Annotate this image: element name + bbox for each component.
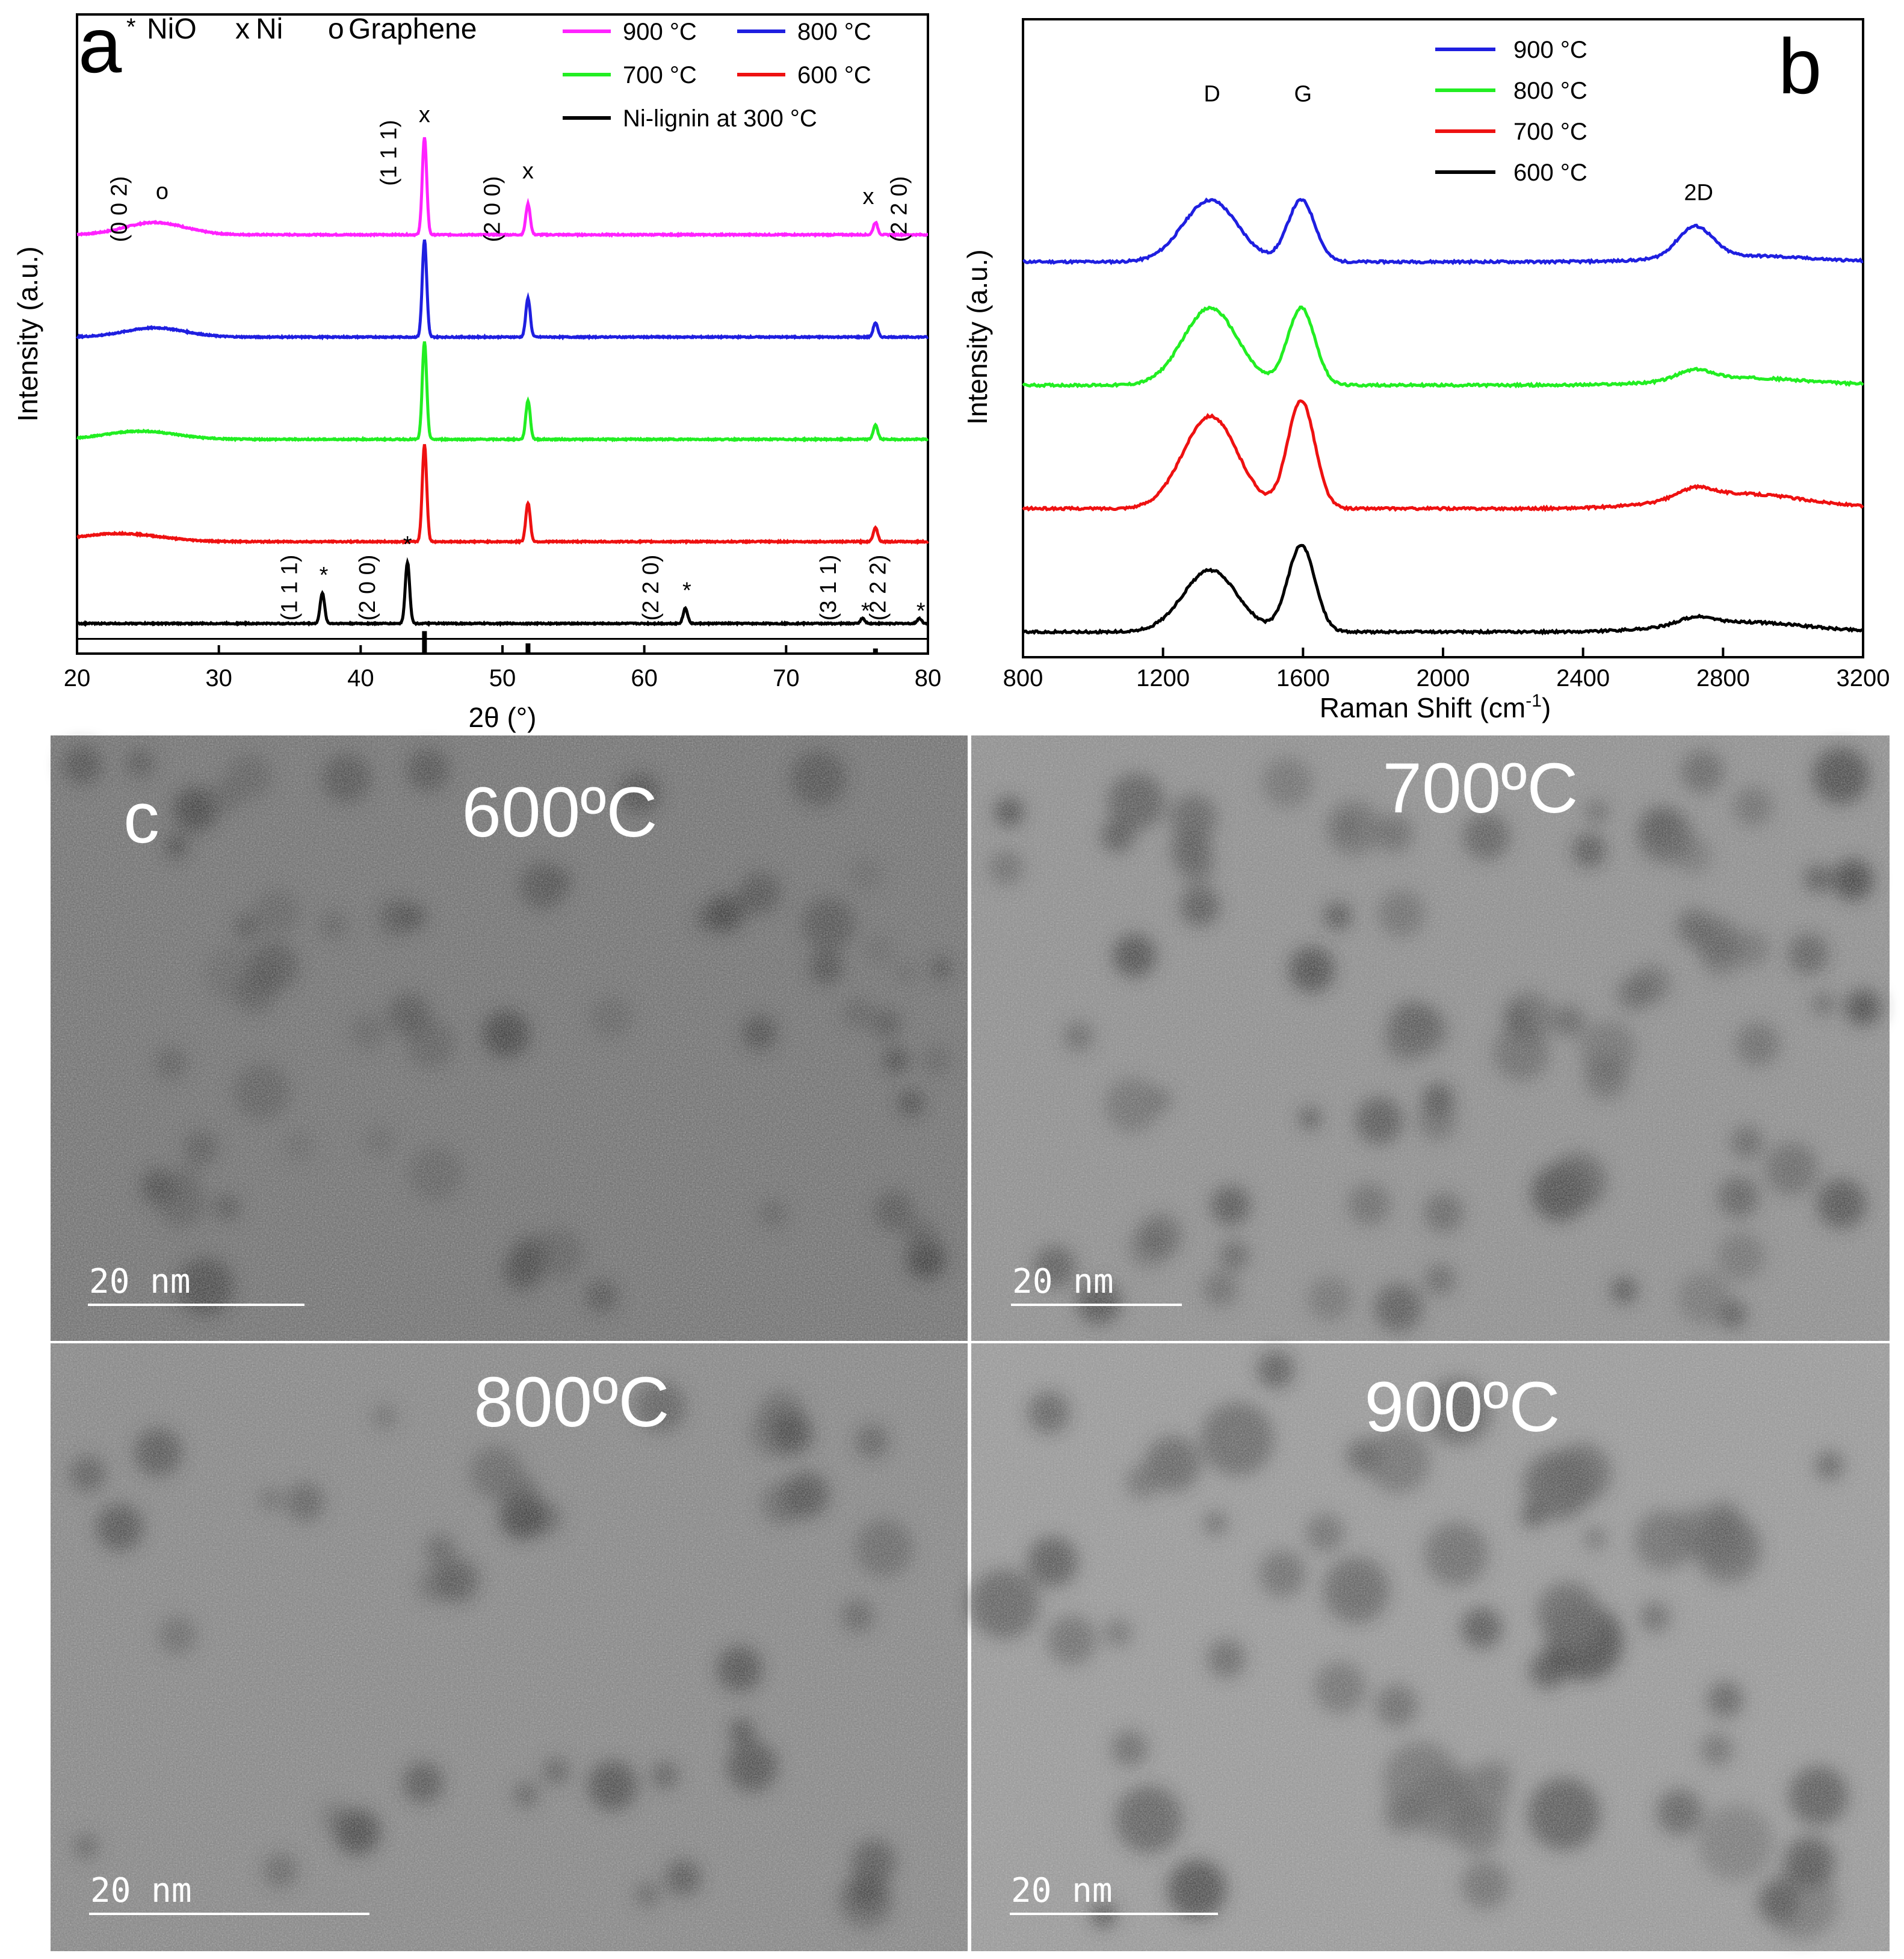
tem-scale-label: 20 nm <box>89 1262 191 1301</box>
marker-symbol: * <box>126 14 136 40</box>
tem-image-900: 900ºC 20 nm <box>969 1343 1890 1951</box>
raman-band-annotations: D G 2D <box>1204 82 1713 206</box>
xrd-series-2 <box>76 341 929 443</box>
tem-scale-label: 20 nm <box>90 1871 192 1910</box>
xrd-y-axis-title: Intensity (a.u.) <box>12 246 43 421</box>
xrd-x-tick-label: 20 <box>64 665 91 692</box>
raman-band-label: G <box>1294 82 1312 107</box>
xrd-peak-label: * <box>682 578 691 604</box>
legend-label: Ni-lignin at 300 °C <box>623 105 817 132</box>
marker-symbol: o <box>328 13 344 45</box>
xrd-peak-annotations: (0 0 2) o (1 1 1) x (2 0 0) x x (2 2 0) (1 1 1) *… <box>107 102 925 624</box>
xrd-x-tick-label: 70 <box>773 665 800 692</box>
raman-plot-frame <box>1022 18 1864 658</box>
xrd-peak-label: (1 1 1) <box>277 555 302 621</box>
raman-series-1 <box>1022 305 1864 389</box>
tem-image-800: 800ºC 20 nm <box>51 1343 968 1951</box>
xrd-peak-label: (2 0 0) <box>480 176 505 243</box>
legend-label: 800 °C <box>797 19 871 45</box>
xrd-peak-label: (0 0 2) <box>107 176 132 243</box>
legend-label: 800 °C <box>1513 78 1587 104</box>
legend-label: 700 °C <box>1513 119 1587 145</box>
tem-image-600: 600ºC 20 nm <box>51 735 968 1341</box>
raman-chart: D G 2D 800 1200 1600 2000 2400 2800 3200 900 °C 8… <box>962 18 1890 723</box>
xrd-series-0 <box>76 137 929 238</box>
xrd-chart: (0 0 2) o (1 1 1) x (2 0 0) x x (2 2 0) (1 1 1) *… <box>12 1 941 733</box>
tem-temp-label: 900ºC <box>1364 1367 1560 1447</box>
legend-label: 900 °C <box>1513 37 1587 63</box>
tem-temp-label: 600ºC <box>462 773 657 852</box>
raman-x-tick-label: 2000 <box>1417 665 1470 692</box>
xrd-series-3 <box>76 444 929 545</box>
raman-x-tick-label: 1600 <box>1276 665 1330 692</box>
raman-series-2 <box>1022 399 1864 513</box>
xrd-peak-label: * <box>916 599 926 624</box>
xrd-x-axis-title: 2θ (°) <box>469 702 537 733</box>
xrd-series-4 <box>76 557 929 627</box>
raman-x-tick-label: 2400 <box>1556 665 1610 692</box>
xrd-peak-label: o <box>156 179 168 205</box>
raman-x-tick-label: 3200 <box>1837 665 1890 692</box>
tem-scale-label: 20 nm <box>1011 1871 1113 1910</box>
marker-label: Graphene <box>348 13 477 45</box>
raman-x-axis-title: Raman Shift (cm-1) <box>1320 691 1551 723</box>
tem-image-700: 700ºC 20 nm <box>971 735 1890 1341</box>
marker-label: Ni <box>256 13 283 45</box>
xrd-x-tick-label: 60 <box>631 665 658 692</box>
xrd-x-tick-label: 40 <box>347 665 374 692</box>
xrd-x-tick-label: 80 <box>915 665 942 692</box>
xrd-peak-label: (2 2 0) <box>887 176 912 243</box>
raman-legend: 900 °C 800 °C 700 °C 600 °C <box>1435 37 1587 186</box>
panel-label-b: b <box>1778 22 1822 110</box>
raman-series-3 <box>1022 543 1864 636</box>
raman-band-label: 2D <box>1684 181 1713 206</box>
marker-symbol: x <box>235 13 250 45</box>
raman-y-axis-title: Intensity (a.u.) <box>962 249 993 424</box>
xrd-reference-bars <box>77 631 928 654</box>
xrd-peak-label: * <box>861 599 870 624</box>
raman-band-label: D <box>1204 82 1220 107</box>
tem-panel: 600ºC 20 nm 700ºC 20 nm 800ºC 20 nm 900º… <box>51 735 1890 1951</box>
xrd-peak-label: * <box>403 532 412 557</box>
xrd-peak-label: x <box>522 159 534 184</box>
xrd-peak-label: (2 2 2) <box>865 555 891 621</box>
marker-label: NiO <box>147 13 197 45</box>
xrd-peak-label: x <box>419 102 430 128</box>
tem-temp-label: 800ºC <box>474 1363 669 1442</box>
xrd-peak-label: (3 1 1) <box>816 555 841 621</box>
xrd-x-ticks: 20 30 40 50 60 70 80 <box>64 645 942 692</box>
tem-scale-label: 20 nm <box>1012 1262 1114 1301</box>
raman-x-tick-label: 2800 <box>1696 665 1750 692</box>
legend-label: 600 °C <box>797 62 871 88</box>
panel-label-c: c <box>123 778 159 858</box>
xrd-legend: 900 °C 800 °C 700 °C 600 °C Ni-lignin at 300… <box>563 19 871 132</box>
xrd-marker-legend: * NiO x Ni o Graphene <box>126 13 477 45</box>
xrd-peak-label: (1 1 1) <box>376 120 401 186</box>
xrd-peak-label: * <box>320 563 329 588</box>
xrd-series-1 <box>76 239 929 341</box>
raman-series-group <box>1022 197 1864 636</box>
panel-label-a: a <box>78 1 122 89</box>
xrd-plot-frame <box>76 13 929 655</box>
xrd-peak-label: (2 2 0) <box>638 555 664 621</box>
xrd-series-group <box>76 137 929 627</box>
raman-x-ticks: 800 1200 1600 2000 2400 2800 3200 <box>1003 648 1890 692</box>
legend-label: 900 °C <box>623 19 697 45</box>
xrd-x-tick-label: 30 <box>205 665 232 692</box>
xrd-x-tick-label: 50 <box>489 665 516 692</box>
tem-temp-label: 700ºC <box>1382 749 1578 828</box>
raman-x-tick-label: 800 <box>1003 665 1043 692</box>
xrd-peak-label: (2 0 0) <box>355 555 380 621</box>
legend-label: 600 °C <box>1513 159 1587 186</box>
xrd-peak-label: x <box>863 184 874 209</box>
raman-x-tick-label: 1200 <box>1136 665 1190 692</box>
legend-label: 700 °C <box>623 62 697 88</box>
raman-series-0 <box>1022 197 1864 265</box>
